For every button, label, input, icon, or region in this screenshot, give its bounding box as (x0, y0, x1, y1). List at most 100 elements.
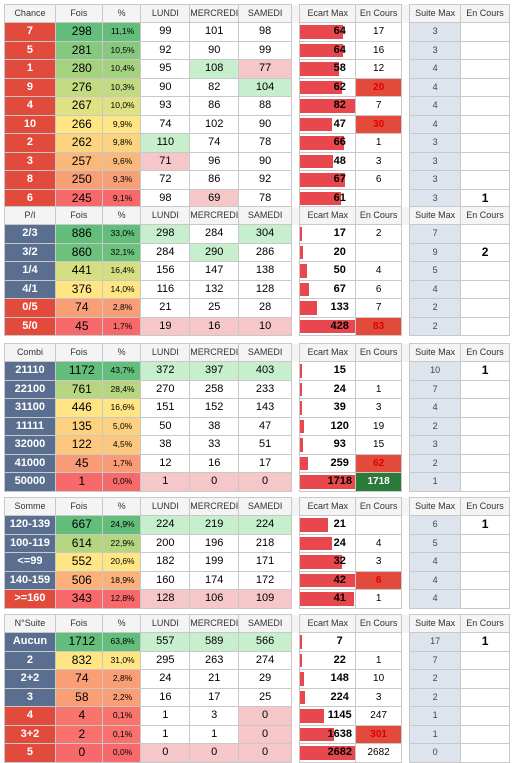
ecart-bar (300, 364, 302, 378)
percent-value: 2,2% (101, 687, 142, 707)
ecart-bar (300, 573, 355, 587)
en-cours-2-value (460, 743, 510, 763)
column-gap (402, 262, 410, 281)
ecart-number: 48 (333, 154, 346, 167)
samedi-value: 171 (238, 552, 293, 572)
ecart-number: 120 (330, 419, 349, 432)
en-cours-value: 4 (355, 533, 403, 553)
en-cours-2-value (460, 552, 510, 572)
ecart-max-value: 24 (299, 379, 357, 399)
ecart-max-value: 32 (299, 552, 357, 572)
fois-value: 667 (54, 515, 103, 535)
suite-max-value: 0 (409, 743, 462, 763)
column-gap (401, 343, 410, 362)
table-row: 4 267 10,0% 93 86 88 82 7 4 (4, 96, 510, 116)
percent-value: 31,0% (101, 650, 142, 670)
ecart-bar (300, 438, 303, 452)
fois-value: 446 (54, 398, 103, 418)
fois-value: 262 (54, 133, 103, 153)
suite-max-value: 17 (409, 632, 462, 652)
table-row: >=160 343 12,8% 128 106 109 41 1 4 (4, 589, 510, 609)
ecart-max-value: 67 (299, 279, 357, 299)
mercredi-value: 397 (189, 361, 240, 381)
en-cours-value: 19 (355, 416, 403, 436)
en-cours-2-value (460, 435, 510, 455)
percent-value: 63,8% (101, 632, 142, 652)
suite-max-value: 4 (409, 552, 462, 572)
row-label: 7 (4, 22, 56, 42)
samedi-value: 25 (238, 687, 293, 707)
suite-max-value: 4 (409, 59, 462, 79)
ecart-number: 32 (333, 555, 346, 568)
ecart-number: 58 (333, 62, 346, 75)
suite-max-value: 3 (409, 22, 462, 42)
table-row: 32000 122 4,5% 38 33 51 93 15 3 (4, 435, 510, 455)
suite-max-value: 3 (409, 40, 462, 60)
col-header-ecart-max: Ecart Max (299, 343, 357, 362)
samedi-value: 90 (238, 151, 293, 171)
fois-value: 886 (54, 224, 103, 244)
table-row: 21110 1172 43,7% 372 397 403 15 10 1 (4, 361, 510, 381)
samedi-value: 90 (238, 114, 293, 134)
ecart-number: 39 (333, 401, 346, 414)
col-header-lundi: LUNDI (140, 343, 191, 362)
nsuite-header-row: N°Suite Fois% LUNDI MERCREDI SAMEDI Ecart Max… (4, 614, 510, 633)
fois-value: 280 (54, 59, 103, 79)
suite-max-value: 2 (409, 669, 462, 689)
en-cours-2-value: 1 (460, 632, 510, 652)
column-gap (292, 317, 300, 336)
column-gap (402, 171, 410, 190)
lundi-value: 90 (140, 77, 191, 97)
row-label: 6 (4, 188, 56, 208)
mercredi-value: 199 (189, 552, 240, 572)
en-cours-2-value: 2 (460, 242, 510, 262)
row-label: 3/2 (4, 242, 56, 262)
ecart-max-value: 224 (299, 687, 357, 707)
ecart-number: 82 (333, 99, 346, 112)
en-cours-value: 83 (355, 316, 403, 336)
table-row: 2 262 9,8% 110 74 78 66 1 3 (4, 133, 510, 153)
ecart-number: 50 (333, 264, 346, 277)
ecart-max-value: 148 (299, 669, 357, 689)
en-cours-2-value (460, 261, 510, 281)
samedi-value: 28 (238, 298, 293, 318)
row-label: 0/5 (4, 298, 56, 318)
ecart-bar (300, 245, 303, 259)
ecart-number: 148 (330, 672, 349, 685)
en-cours-2-value (460, 398, 510, 418)
ecart-max-value: 2682 (299, 743, 357, 763)
table-row: 5 281 10,5% 92 90 99 64 16 3 (4, 40, 510, 60)
ecart-max-value: 64 (299, 40, 357, 60)
col-header-samedi: SAMEDI (238, 4, 293, 23)
ecart-max-value: 67 (299, 170, 357, 190)
column-gap (402, 670, 410, 689)
row-label: 4/1 (4, 279, 56, 299)
en-cours-value: 1 (355, 379, 403, 399)
col-header-ecart-max: Ecart Max (299, 614, 357, 633)
mercredi-value: 196 (189, 533, 240, 553)
en-cours-2-value (460, 59, 510, 79)
mercredi-value: 69 (189, 188, 240, 208)
lundi-value: 93 (140, 96, 191, 116)
ecart-number: 62 (333, 80, 346, 93)
somme-title: Somme (4, 497, 56, 516)
nsuite-table: N°Suite Fois% LUNDI MERCREDI SAMEDI Ecart Max… (4, 614, 510, 763)
ecart-max-value: 50 (299, 261, 357, 281)
column-gap (291, 206, 300, 225)
combi-title: Combi (4, 343, 56, 362)
column-gap (402, 651, 410, 670)
lundi-value: 182 (140, 552, 191, 572)
en-cours-value: 12 (355, 59, 403, 79)
ecart-number: 7 (336, 635, 343, 648)
column-gap (291, 343, 300, 362)
ecart-number: 42 (333, 573, 346, 586)
column-gap (401, 497, 410, 516)
mercredi-value: 101 (189, 22, 240, 42)
col-header-samedi: SAMEDI (238, 497, 293, 516)
samedi-value: 99 (238, 40, 293, 60)
suite-max-value: 2 (409, 298, 462, 318)
samedi-value: 10 (238, 316, 293, 336)
percent-value: 0,1% (101, 706, 142, 726)
ecart-max-value: 64 (299, 22, 357, 42)
ecart-number: 133 (330, 301, 349, 314)
